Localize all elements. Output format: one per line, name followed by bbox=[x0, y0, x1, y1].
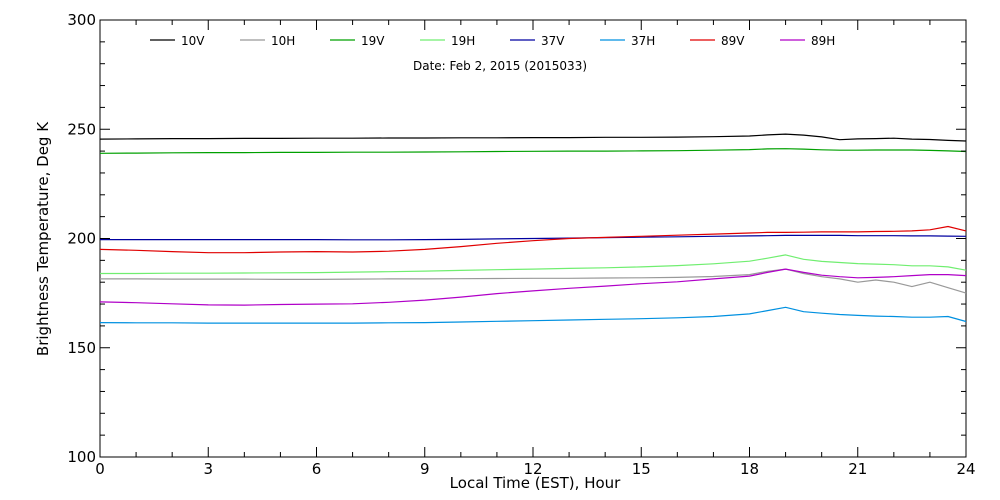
series-line-37V bbox=[100, 234, 967, 241]
x-tick-label: 6 bbox=[312, 460, 322, 478]
series-line-10H bbox=[100, 268, 967, 294]
y-tick-label: 300 bbox=[67, 11, 96, 29]
x-tick-label: 0 bbox=[95, 460, 105, 478]
x-tick-label: 18 bbox=[740, 460, 759, 478]
legend: 10V 10H 19V 19H 37V 37H 89V 89H bbox=[150, 34, 835, 48]
x-tick-label: 15 bbox=[632, 460, 651, 478]
legend-label-89V: 89V bbox=[721, 34, 745, 48]
date-annotation: Date: Feb 2, 2015 (2015033) bbox=[413, 59, 587, 73]
x-tick-label: 12 bbox=[523, 460, 542, 478]
series-line-89H bbox=[99, 268, 967, 306]
legend-label-89H: 89H bbox=[811, 34, 835, 48]
x-tick-label: 9 bbox=[420, 460, 430, 478]
x-tick-label: 3 bbox=[203, 460, 213, 478]
legend-label-37H: 37H bbox=[631, 34, 655, 48]
series-line-19V bbox=[99, 148, 967, 154]
series-line-37H bbox=[99, 306, 967, 324]
legend-label-19V: 19V bbox=[361, 34, 385, 48]
series-lines bbox=[99, 133, 967, 324]
y-tick-label: 200 bbox=[67, 230, 96, 248]
y-tick-label: 150 bbox=[67, 339, 96, 357]
axes: 0 3 6 9 12 15 18 21 24 100 150 200 250 300 bbox=[67, 11, 975, 478]
x-tick-label: 21 bbox=[848, 460, 867, 478]
y-tick-label: 100 bbox=[67, 448, 96, 466]
x-axis-title: Local Time (EST), Hour bbox=[450, 474, 621, 492]
series-line-19H bbox=[100, 254, 967, 275]
legend-label-10H: 10H bbox=[271, 34, 295, 48]
x-tick-label: 24 bbox=[956, 460, 975, 478]
series-line-89V bbox=[99, 225, 967, 254]
legend-label-10V: 10V bbox=[181, 34, 205, 48]
y-axis-title: Brightness Temperature, Deg K bbox=[34, 121, 52, 356]
series-line-10V bbox=[99, 133, 967, 142]
legend-label-37V: 37V bbox=[541, 34, 565, 48]
y-tick-label: 250 bbox=[67, 120, 96, 138]
legend-label-19H: 19H bbox=[451, 34, 475, 48]
